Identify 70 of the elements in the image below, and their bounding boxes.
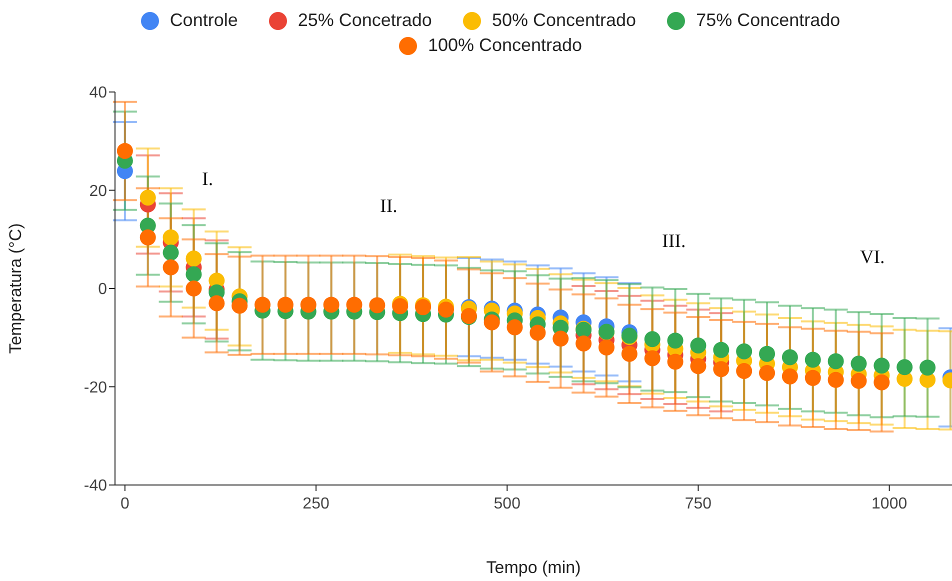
point <box>140 229 156 246</box>
y-tick-label: 20 <box>89 182 108 200</box>
point <box>254 296 271 313</box>
point <box>874 374 890 390</box>
y-tick-label: 0 <box>98 281 108 298</box>
x-tick-label: 250 <box>302 495 330 512</box>
point <box>232 298 248 314</box>
point <box>690 358 706 374</box>
point <box>920 360 936 376</box>
point <box>644 331 660 348</box>
x-tick-label: 500 <box>494 495 521 512</box>
y-tick-label: -40 <box>84 478 108 495</box>
legend-label: Controle <box>170 10 238 31</box>
point <box>162 244 179 261</box>
point <box>186 250 202 267</box>
y-axis-title: Temperatura (°C) <box>6 223 26 354</box>
legend-label: 25% Concetrado <box>298 10 432 31</box>
point <box>736 343 752 360</box>
point <box>552 330 569 347</box>
point <box>896 359 913 376</box>
point <box>186 280 202 296</box>
point <box>530 324 546 341</box>
y-tick-label: 40 <box>89 84 108 102</box>
point <box>667 354 684 370</box>
point <box>736 363 752 380</box>
annotation: VI. <box>860 247 885 269</box>
annotation: III. <box>662 231 686 253</box>
point <box>782 368 798 384</box>
point <box>140 190 156 206</box>
point <box>162 229 179 246</box>
legend-label: 100% Concentrado <box>428 35 582 56</box>
point <box>713 361 730 378</box>
annotation: I. <box>202 169 214 191</box>
point <box>690 337 706 354</box>
annotation: II. <box>380 196 398 218</box>
point <box>782 349 798 366</box>
x-tick-label: 0 <box>120 495 130 512</box>
point <box>208 295 225 312</box>
point <box>828 372 844 388</box>
point <box>116 142 133 159</box>
y-tick-label: -20 <box>84 379 108 396</box>
point <box>804 370 821 386</box>
point <box>162 259 179 276</box>
point <box>598 339 614 356</box>
point <box>759 364 776 381</box>
point <box>804 352 821 368</box>
point <box>828 353 844 370</box>
point <box>506 319 523 336</box>
point <box>277 296 294 313</box>
point <box>713 342 730 358</box>
x-axis-title: Tempo (min) <box>486 558 581 577</box>
point <box>759 346 776 362</box>
point <box>576 336 592 352</box>
point <box>323 296 340 313</box>
point <box>369 297 386 314</box>
legend-label: 75% Concentrado <box>696 10 840 31</box>
point <box>621 346 638 362</box>
point <box>484 314 500 330</box>
point <box>850 356 867 372</box>
point <box>644 350 660 366</box>
x-tick-label: 1000 <box>872 495 908 512</box>
point <box>438 302 454 318</box>
point <box>300 296 316 313</box>
x-tick-label: 750 <box>684 495 712 512</box>
legend-label: 50% Concentrado <box>492 10 636 31</box>
point <box>346 296 362 313</box>
point <box>874 358 890 374</box>
point <box>850 372 867 389</box>
point <box>667 332 684 349</box>
point <box>186 266 202 282</box>
